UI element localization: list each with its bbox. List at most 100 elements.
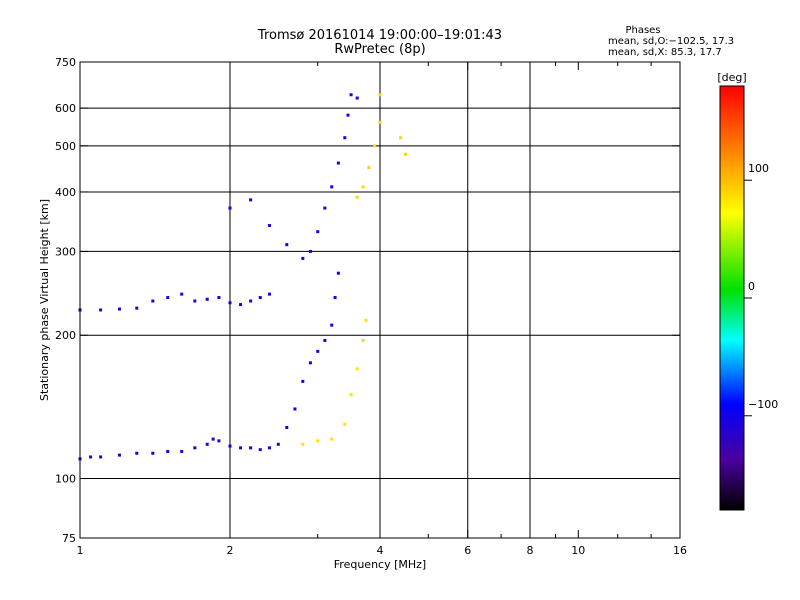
y-tick-label: 750: [55, 56, 76, 69]
axis-ticks: 1 2 4 6 8 10 16 75 100 200 300 400 500 600 750: [55, 56, 687, 557]
x-tick-label: 4: [377, 544, 384, 557]
y-tick-label: 75: [62, 532, 76, 545]
x-tick-label: 8: [527, 544, 534, 557]
echo-point: [239, 446, 243, 450]
data-points: [78, 93, 407, 461]
echo-point: [205, 297, 209, 301]
echo-point: [276, 442, 280, 446]
x-tick-label: 1: [77, 544, 84, 557]
echo-point: [336, 161, 340, 165]
echo-point: [316, 230, 320, 234]
echo-point: [249, 446, 253, 450]
echo-point: [355, 96, 359, 100]
echo-point: [333, 296, 337, 300]
echo-point: [355, 367, 359, 371]
phase-stats-x-mode: mean, sd,X: 85.3, 17.7: [608, 47, 722, 58]
echo-point: [330, 185, 334, 189]
echo-point: [180, 292, 184, 296]
echo-point: [217, 296, 221, 300]
echo-point: [180, 449, 184, 453]
y-tick-label: 300: [55, 245, 76, 258]
x-tick-label: 6: [464, 544, 471, 557]
echo-point: [135, 306, 139, 310]
echo-point: [205, 442, 209, 446]
echo-point: [323, 338, 327, 342]
colorbar-tick-label: 100: [748, 162, 769, 175]
echo-point: [166, 296, 170, 300]
echo-point: [399, 136, 403, 140]
echo-point: [301, 442, 305, 446]
echo-point: [249, 198, 253, 202]
echo-point: [267, 292, 271, 296]
echo-point: [217, 439, 221, 443]
echo-point: [285, 425, 289, 429]
echo-point: [89, 455, 93, 459]
echo-point: [193, 446, 197, 450]
echo-point: [349, 393, 353, 397]
echo-point: [336, 271, 340, 275]
echo-point: [330, 437, 334, 441]
echo-point: [151, 299, 155, 303]
echo-point: [151, 451, 155, 455]
phase-stats-title: Phases: [625, 25, 660, 36]
y-tick-label: 600: [55, 102, 76, 115]
echo-point: [211, 437, 215, 441]
echo-point: [346, 113, 350, 117]
x-axis-label: Frequency [MHz]: [334, 558, 426, 571]
echo-point: [323, 206, 327, 210]
echo-point: [117, 307, 121, 311]
echo-point: [228, 206, 232, 210]
echo-point: [316, 439, 320, 443]
echo-point: [239, 303, 243, 307]
grid-lines: [80, 62, 680, 538]
echo-point: [301, 379, 305, 383]
x-tick-label: 2: [227, 544, 234, 557]
colorbar-tick-label: −100: [748, 398, 778, 411]
echo-point: [378, 120, 382, 124]
echo-point: [330, 323, 334, 327]
echo-point: [166, 449, 170, 453]
echo-point: [135, 451, 139, 455]
y-tick-label: 500: [55, 140, 76, 153]
phase-stats-o-mode: mean, sd,O:−102.5, 17.3: [608, 36, 734, 47]
echo-point: [308, 361, 312, 365]
echo-point: [267, 224, 271, 228]
y-tick-label: 200: [55, 329, 76, 342]
y-axis-label: Stationary phase Virtual Height [km]: [38, 199, 51, 401]
echo-point: [99, 308, 103, 312]
echo-point: [364, 318, 368, 322]
x-tick-label: 16: [673, 544, 687, 557]
y-tick-label: 100: [55, 473, 76, 486]
echo-point: [349, 93, 353, 97]
x-tick-label: 10: [571, 544, 585, 557]
echo-point: [343, 136, 347, 140]
echo-point: [293, 407, 297, 411]
echo-point: [228, 444, 232, 448]
echo-point: [355, 195, 359, 199]
echo-point: [343, 422, 347, 426]
echo-point: [316, 349, 320, 353]
echo-point: [228, 301, 232, 305]
echo-point: [193, 299, 197, 303]
chart-title: Tromsø 20161014 19:00:00–19:01:43: [257, 28, 502, 43]
echo-point: [308, 249, 312, 253]
echo-point: [378, 93, 382, 97]
colorbar-ticks: 100 0 −100: [744, 162, 778, 417]
echo-point: [361, 338, 365, 342]
chart-subtitle: RwPretec (8p): [334, 42, 425, 57]
echo-point: [258, 448, 262, 452]
echo-point: [367, 166, 371, 170]
echo-point: [258, 296, 262, 300]
echo-point: [249, 299, 253, 303]
echo-point: [361, 185, 365, 189]
echo-point: [285, 243, 289, 247]
colorbar-label: [deg]: [717, 71, 746, 84]
echo-point: [403, 152, 407, 156]
colorbar: [719, 85, 745, 511]
echo-point: [301, 256, 305, 260]
echo-point: [99, 455, 103, 459]
colorbar-tick-label: 0: [748, 280, 755, 293]
